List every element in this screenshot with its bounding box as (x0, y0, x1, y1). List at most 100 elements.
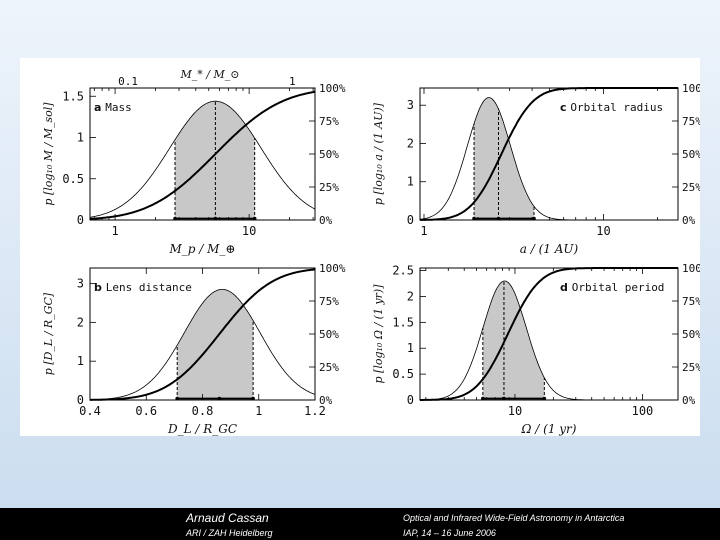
x-axis-label: Ω / (1 yr) (521, 422, 577, 436)
panel-name: Orbital period (572, 281, 665, 294)
right-tick-label: 75% (319, 295, 339, 308)
x-tick-label: 1.2 (304, 404, 326, 418)
y-tick-label: 2 (407, 289, 414, 303)
density-curve (419, 97, 678, 221)
right-tick-label: 100% (319, 262, 346, 275)
footer-author: Arnaud Cassan (186, 511, 269, 525)
y-tick-label: 1 (77, 131, 84, 145)
y-axis-label: p [log₁₀ a / (1 AU)] (372, 102, 385, 205)
right-tick-label: 50% (319, 148, 339, 161)
right-tick-label: 100% (319, 82, 346, 95)
right-tick-label: 0% (682, 214, 696, 227)
right-tick-label: 25% (319, 361, 339, 374)
density-curve (89, 100, 316, 218)
x-tick-label: 0.8 (192, 404, 214, 418)
y-tick-label: 3 (407, 98, 414, 112)
right-tick-label: 100% (682, 262, 700, 275)
y-tick-label: 1.5 (62, 89, 84, 103)
interval-tick-1 (217, 396, 222, 401)
y-tick-label: 0.5 (62, 172, 84, 186)
shaded-interval (175, 101, 255, 220)
top-axis-label: M_* / M_⊙ (180, 68, 240, 81)
interval-tick-2 (252, 216, 257, 221)
density-curve (90, 289, 316, 401)
y-tick-label: 1.5 (392, 315, 414, 329)
right-tick-label: 100% (682, 82, 700, 95)
right-tick-label: 50% (682, 328, 700, 341)
y-axis-label: p [log₁₀ M / M_sol] (42, 102, 55, 206)
x-tick-label: 0.4 (79, 404, 101, 418)
y-tick-label: 0 (407, 393, 414, 407)
panel-name: Mass (105, 101, 132, 114)
x-tick-label: 1 (255, 404, 262, 418)
top-tick-label: 0.1 (118, 75, 138, 88)
cumulative-curve (90, 268, 315, 401)
interval-tick-0 (175, 396, 179, 401)
x-tick-label: 1 (420, 224, 427, 238)
x-tick-label: 10 (508, 404, 522, 418)
footer-bar: Arnaud Cassan ARI / ZAH Heidelberg Optic… (0, 508, 720, 540)
panel-letter: a (94, 101, 105, 114)
right-tick-label: 75% (682, 115, 700, 128)
panel-letter: c (560, 101, 570, 114)
y-tick-label: 2 (77, 315, 84, 329)
chart-panel-b: 0.4 0.6 0.8 1 1.2 0 1 2 3 0% 25% 50% 75% 100% b Lens d… (42, 262, 346, 436)
x-axis-label: M_p / M_⊕ (169, 242, 236, 256)
panel-label: b Lens distance (94, 281, 192, 294)
x-tick-label: 10 (242, 224, 256, 238)
interval-tick-0 (173, 216, 177, 221)
x-tick-label: 1 (111, 224, 118, 238)
interval-tick-2 (532, 216, 536, 221)
panel-name: Orbital radius (570, 101, 663, 114)
interval-tick-0 (472, 216, 476, 221)
top-tick-label: 1 (289, 75, 296, 88)
y-tick-label: 2 (407, 136, 414, 150)
panel-letter: d (560, 281, 572, 294)
interval-tick-1 (213, 216, 218, 221)
chart-panel-d: 10 100 0 0.5 1 1.5 2 2.5 0% 25% 50% 75% 100% d Orbita… (372, 262, 700, 436)
right-tick-label: 0% (319, 394, 333, 407)
y-tick-label: 2.5 (392, 264, 414, 278)
chart-panel-a: 1 10 0 0.5 1 1.5 0% 25% 50% 75% 100% a Mass M_p / M_… (42, 68, 346, 256)
right-tick-label: 0% (682, 394, 696, 407)
x-tick-label: 10 (596, 224, 610, 238)
x-tick-label: 0.6 (135, 404, 157, 418)
footer-affiliation: ARI / ZAH Heidelberg (186, 528, 273, 538)
y-tick-label: 1 (77, 354, 84, 368)
footer-date: IAP, 14 – 16 June 2006 (403, 528, 496, 538)
panel-label: c Orbital radius (560, 101, 663, 114)
y-axis-label: p [D_L / R_GC] (42, 292, 55, 375)
right-tick-label: 25% (682, 361, 700, 374)
x-tick-label: 100 (632, 404, 654, 418)
panel-letter: b (94, 281, 106, 294)
right-tick-label: 50% (682, 148, 700, 161)
interval-tick-0 (481, 396, 485, 401)
interval-tick-1 (502, 396, 506, 401)
y-tick-label: 0 (77, 213, 84, 227)
density-curve (420, 280, 678, 401)
right-tick-label: 50% (319, 328, 339, 341)
y-tick-label: 1 (407, 175, 414, 189)
y-tick-label: 0 (77, 393, 84, 407)
x-axis-label: a / (1 AU) (520, 242, 579, 256)
cumulative-curve (89, 90, 316, 220)
shaded-interval (474, 97, 534, 220)
right-tick-label: 25% (319, 181, 339, 194)
y-tick-label: 3 (77, 277, 84, 291)
x-axis-label: D_L / R_GC (167, 422, 237, 436)
right-tick-label: 75% (319, 115, 339, 128)
figure-panel: 1 10 0 0.5 1 1.5 0% 25% 50% 75% 100% a Mass M_p / M_… (20, 58, 700, 436)
interval-tick-1 (496, 216, 501, 221)
right-tick-label: 0% (319, 214, 333, 227)
panel-label: a Mass (94, 101, 132, 114)
interval-tick-2 (251, 396, 255, 401)
shaded-interval (482, 281, 545, 400)
panel-name: Lens distance (106, 281, 192, 294)
y-tick-label: 1 (407, 341, 414, 355)
right-tick-label: 25% (682, 181, 700, 194)
y-tick-label: 0.5 (392, 367, 414, 381)
footer-conference: Optical and Infrared Wide-Field Astronom… (403, 513, 625, 523)
interval-tick-2 (542, 396, 547, 401)
